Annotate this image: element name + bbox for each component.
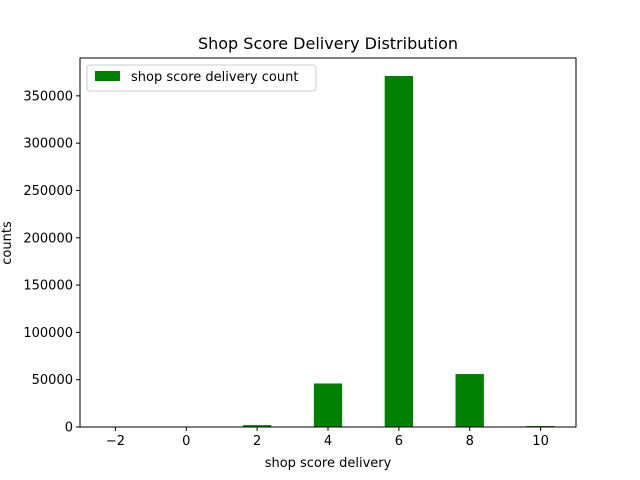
y-tick-label: 150000	[23, 279, 73, 294]
legend-label: shop score delivery count	[131, 70, 298, 85]
y-tick-label: 100000	[23, 326, 73, 341]
legend-swatch	[95, 71, 120, 81]
plot-frame	[79, 57, 577, 428]
legend: shop score delivery count	[86, 64, 317, 92]
bar-2	[242, 425, 272, 427]
x-tick-label: 8	[466, 434, 474, 449]
x-axis-ticks: −2 0 2 4 6 8 10	[106, 427, 549, 449]
legend-box	[86, 64, 317, 92]
x-tick-label: 4	[324, 434, 332, 449]
x-tick-label: 6	[395, 434, 403, 449]
y-tick-label: 350000	[23, 89, 73, 104]
y-tick-label: 250000	[23, 184, 73, 199]
y-axis-label: counts	[0, 221, 15, 265]
x-axis-label: shop score delivery	[265, 456, 392, 471]
x-tick-label: 2	[253, 434, 261, 449]
y-axis-ticks: 0 50000 100000 150000 200000 250000 300000 3500…	[23, 89, 80, 436]
bar-8	[455, 374, 484, 427]
bar-6	[384, 75, 414, 427]
y-tick-label: 300000	[23, 137, 73, 152]
x-tick-label: 10	[532, 434, 549, 449]
bar-4	[313, 383, 343, 427]
y-tick-label: 0	[65, 421, 73, 436]
x-tick-label: 0	[182, 434, 190, 449]
chart-title: Shop Score Delivery Distribution	[198, 34, 458, 53]
y-tick-label: 50000	[32, 373, 73, 388]
x-tick-label: −2	[106, 434, 125, 449]
y-tick-label: 200000	[23, 231, 73, 246]
